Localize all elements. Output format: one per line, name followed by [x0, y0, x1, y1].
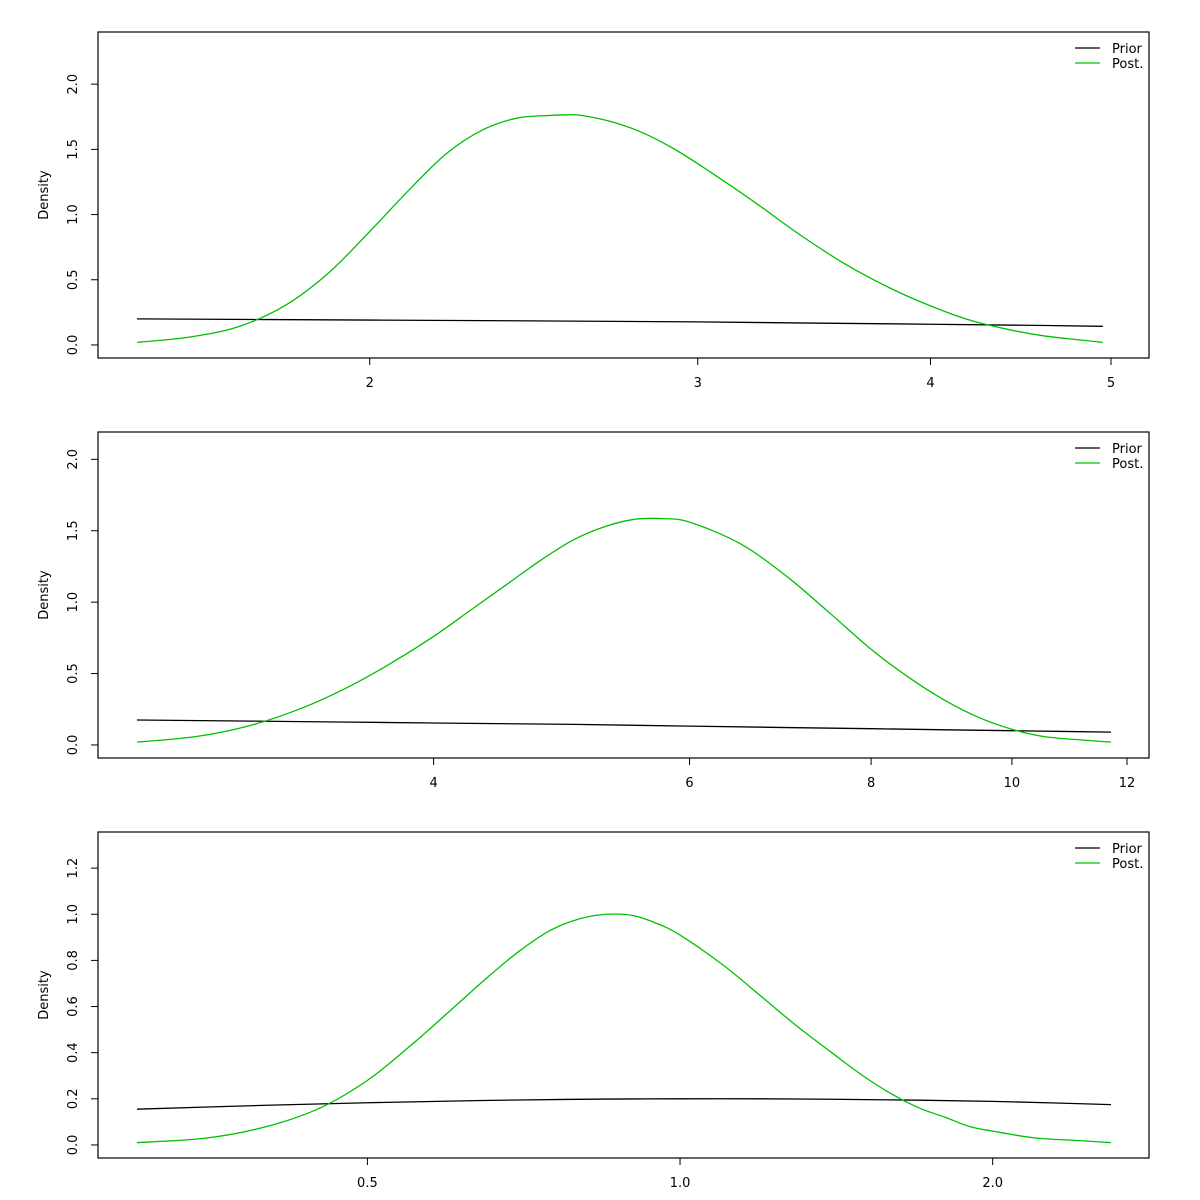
y-tick-label: 0.0: [66, 1135, 81, 1156]
legend-entry-label: Post.: [1112, 457, 1143, 472]
posterior-density-line: [136, 517, 1112, 743]
y-tick-label: 1.0: [66, 204, 81, 225]
prior-density-line: [136, 719, 1112, 733]
x-tick-label: 4: [429, 776, 437, 791]
x-tick-label: 8: [867, 776, 875, 791]
legend-entry-label: Prior: [1112, 442, 1143, 457]
y-tick-label: 0.5: [66, 269, 81, 290]
y-tick-label: 1.0: [66, 592, 81, 613]
y-tick-label: 0.5: [66, 663, 81, 684]
density-panel-3: 0.5 1.0 2.0 0.0 0.2 0.4 0.6 0.8 1.0 1.2 Density Pri…: [37, 831, 1150, 1191]
x-tick-label: 4: [926, 376, 934, 391]
plot-frame: [97, 31, 1150, 359]
prior-density-line: [136, 1098, 1112, 1110]
x-tick-label: 1.0: [670, 1176, 691, 1191]
posterior-density-line: [136, 114, 1103, 343]
x-tick-label: 6: [685, 776, 693, 791]
x-tick-label: 2.0: [982, 1176, 1003, 1191]
x-tick-label: 10: [1004, 776, 1021, 791]
x-tick-label: 12: [1119, 776, 1136, 791]
legend-entry-label: Post.: [1112, 857, 1143, 872]
y-tick-label: 0.0: [66, 735, 81, 756]
y-tick-label: 2.0: [66, 74, 81, 95]
x-tick-label: 3: [694, 376, 702, 391]
x-tick-label: 5: [1107, 376, 1115, 391]
plot-frame: [97, 431, 1150, 759]
y-tick-label: 0.2: [66, 1088, 81, 1109]
y-tick-label: 0.4: [66, 1042, 81, 1063]
y-tick-label: 1.2: [66, 858, 81, 879]
posterior-density-line: [136, 913, 1112, 1144]
y-axis-label: Density: [37, 170, 52, 220]
legend-entry-label: Prior: [1112, 42, 1143, 57]
y-tick-label: 0.8: [66, 950, 81, 971]
y-axis-label: Density: [37, 570, 52, 620]
legend-entry-label: Prior: [1112, 842, 1143, 857]
y-tick-label: 0.6: [66, 996, 81, 1017]
y-tick-label: 2.0: [66, 449, 81, 470]
y-tick-label: 1.5: [66, 520, 81, 541]
y-tick-label: 0.0: [66, 335, 81, 356]
plot-frame: [97, 831, 1150, 1159]
y-axis-label: Density: [37, 970, 52, 1020]
legend-entry-label: Post.: [1112, 57, 1143, 72]
x-tick-label: 0.5: [357, 1176, 378, 1191]
y-tick-label: 1.5: [66, 139, 81, 160]
x-tick-label: 2: [366, 376, 374, 391]
y-tick-label: 1.0: [66, 904, 81, 925]
